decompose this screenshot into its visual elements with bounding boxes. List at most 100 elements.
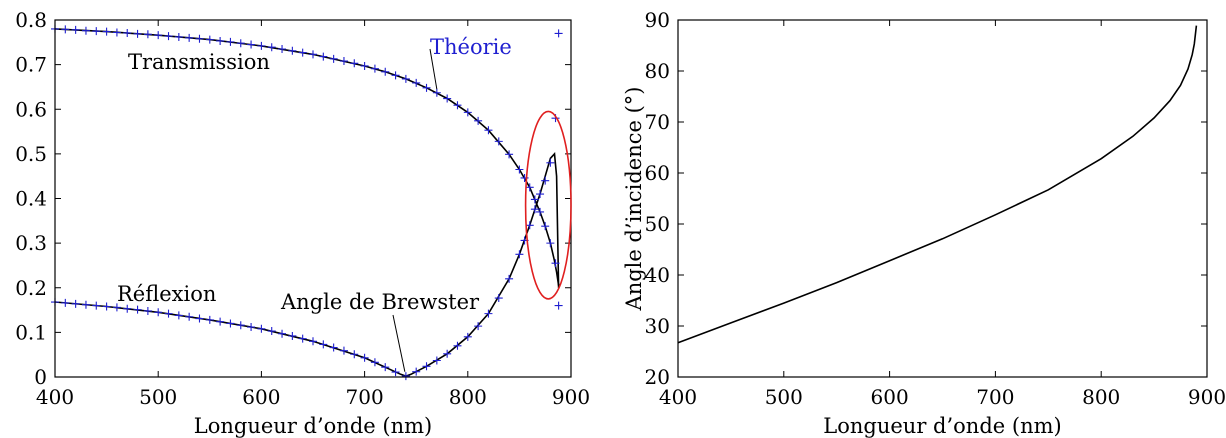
right-y-tick-label: 80 <box>645 59 670 83</box>
theory-point-transmission <box>370 64 379 73</box>
theory-point-transmission <box>530 195 539 204</box>
theory-point-transmission <box>102 27 111 36</box>
left-plot-data <box>51 24 563 381</box>
theory-point-reflexion <box>319 340 328 349</box>
theory-point-reflexion <box>205 315 214 324</box>
reflexion-line <box>54 152 560 377</box>
theory-point-reflexion <box>401 372 410 381</box>
right-y-tick-label: 90 <box>645 8 670 32</box>
left-x-tick-label: 500 <box>139 385 177 409</box>
theory-point-transmission <box>329 54 338 63</box>
theory-point-transmission <box>546 239 555 248</box>
theory-point-transmission <box>112 28 121 37</box>
brewster-pointer-line <box>392 314 406 372</box>
theory-point-transmission <box>288 46 297 55</box>
right-y-tick-label: 40 <box>645 263 670 287</box>
theory-point-transmission <box>339 57 348 66</box>
theory-pointer-line <box>429 48 438 90</box>
theory-point-transmission <box>92 27 101 36</box>
theory-point-reflexion <box>484 309 493 318</box>
theory-point-transmission <box>443 94 452 103</box>
theory-point-transmission <box>412 78 421 87</box>
theory-point-reflexion <box>494 294 503 303</box>
right-y-tick-label: 70 <box>645 110 670 134</box>
theory-point-reflexion <box>329 343 338 352</box>
brewster-label: Angle de Brewster <box>280 290 480 314</box>
theory-point-transmission <box>453 101 462 110</box>
left-x-axis-label: Longueur d’onde (nm) <box>194 414 432 438</box>
right-x-tick-label: 700 <box>976 385 1014 409</box>
theory-point-reflexion <box>195 314 204 323</box>
theory-point-reflexion <box>298 334 307 343</box>
theory-point-transmission <box>226 37 235 46</box>
theory-point-transmission <box>236 39 245 48</box>
left-y-tick-label: 0.8 <box>15 8 47 32</box>
theory-point-reflexion <box>288 331 297 340</box>
left-panel: 400 500 600 700 800 900 0 0.1 0.2 0.3 0.4 0.5 0.6 0.7… <box>15 8 590 438</box>
left-y-tick-label: 0.1 <box>15 320 47 344</box>
theory-point-reflexion <box>360 353 369 362</box>
right-y-tick-label: 20 <box>645 365 670 389</box>
theory-point-transmission <box>319 52 328 61</box>
right-x-tick-label: 800 <box>1082 385 1120 409</box>
theory-point-transmission <box>515 165 524 174</box>
reflexion-label: Réflexion <box>117 282 216 306</box>
theory-point-transmission <box>360 61 369 70</box>
theory-point-transmission <box>164 32 173 41</box>
theory-point-transmission <box>216 36 225 45</box>
theory-point-transmission <box>536 207 545 216</box>
right-panel: 400 500 600 700 800 900 20 30 40 50 60 70 80 90 Longu… <box>622 8 1226 438</box>
theory-point-transmission <box>298 48 307 57</box>
theory-point-reflexion <box>143 306 152 315</box>
left-x-tick-label: 600 <box>242 385 280 409</box>
theory-point-transmission <box>474 116 483 125</box>
right-plot-data <box>677 25 1198 344</box>
theory-point-reflexion <box>463 332 472 341</box>
theory-point-transmission <box>267 43 276 52</box>
left-x-tick-label: 400 <box>36 385 74 409</box>
theory-point-reflexion <box>546 158 555 167</box>
theory-point-transmission <box>541 222 550 231</box>
theory-point-reflexion <box>216 317 225 326</box>
right-x-tick-label: 500 <box>765 385 803 409</box>
theory-point-reflexion <box>247 323 256 332</box>
theory-point-transmission <box>422 83 431 92</box>
theory-point-reflexion <box>432 356 441 365</box>
left-x-tick-label: 800 <box>449 385 487 409</box>
theory-point-reflexion <box>536 190 545 199</box>
theory-point-reflexion <box>154 308 163 317</box>
theory-point-transmission <box>247 40 256 49</box>
theory-point-transmission <box>432 88 441 97</box>
left-y-tick-label: 0.7 <box>15 53 47 77</box>
highlight-ellipse <box>524 110 572 300</box>
theory-point-transmission <box>185 33 194 42</box>
theory-point-transmission <box>143 30 152 39</box>
incidence-angle-line <box>677 25 1198 344</box>
theory-point-reflexion <box>257 324 266 333</box>
theory-point-reflexion <box>174 311 183 320</box>
theory-point-reflexion <box>453 341 462 350</box>
right-y-tick-label: 60 <box>645 161 670 185</box>
theory-point-reflexion <box>412 367 421 376</box>
theory-point-reflexion <box>123 304 132 313</box>
theory-point-transmission <box>205 35 214 44</box>
theory-point-transmission <box>401 74 410 83</box>
theory-point-reflexion <box>164 309 173 318</box>
theory-point-reflexion <box>112 303 121 312</box>
theory-point-transmission <box>494 137 503 146</box>
theory-point-transmission <box>133 29 142 38</box>
theory-point-reflexion <box>541 176 550 185</box>
right-x-tick-label: 900 <box>1188 385 1226 409</box>
theory-point-reflexion <box>339 346 348 355</box>
theory-point-transmission <box>484 126 493 135</box>
theory-point-reflexion <box>102 302 111 311</box>
theory-point-transmission <box>278 45 287 54</box>
left-annotations: Transmission Théorie Réflexion Angle de Bre… <box>117 35 572 372</box>
right-y-tick-label: 50 <box>645 212 670 236</box>
theory-point-reflexion <box>236 321 245 330</box>
theory-point-transmission <box>61 25 70 34</box>
theory-point-extra <box>554 301 563 310</box>
transmission-label: Transmission <box>128 50 270 74</box>
left-y-tick-label: 0.6 <box>15 97 47 121</box>
